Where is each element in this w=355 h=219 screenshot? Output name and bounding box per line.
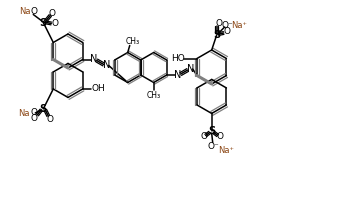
Text: O: O bbox=[49, 9, 56, 18]
Text: CH₃: CH₃ bbox=[126, 37, 140, 46]
Text: Na: Na bbox=[20, 7, 31, 16]
Text: HO: HO bbox=[171, 54, 185, 63]
Text: O: O bbox=[200, 132, 207, 141]
Text: Na: Na bbox=[18, 110, 30, 118]
Text: O: O bbox=[31, 115, 38, 124]
Text: O: O bbox=[31, 7, 38, 16]
Text: O: O bbox=[47, 115, 54, 124]
Text: O: O bbox=[223, 28, 230, 37]
Text: N: N bbox=[90, 55, 97, 65]
Text: O⁻: O⁻ bbox=[222, 21, 234, 30]
Text: S: S bbox=[40, 18, 47, 28]
Text: N: N bbox=[174, 70, 181, 80]
Text: O: O bbox=[216, 132, 223, 141]
Text: CH₃: CH₃ bbox=[147, 91, 161, 100]
Text: S: S bbox=[208, 126, 215, 136]
Text: Na⁺: Na⁺ bbox=[231, 21, 247, 30]
Text: O⁻: O⁻ bbox=[208, 142, 220, 151]
Text: N: N bbox=[187, 64, 195, 74]
Text: OH: OH bbox=[92, 85, 105, 94]
Text: S: S bbox=[213, 30, 220, 40]
Text: O: O bbox=[31, 108, 38, 117]
Text: O: O bbox=[215, 18, 222, 28]
Text: N: N bbox=[103, 60, 110, 71]
Text: S: S bbox=[40, 104, 47, 114]
Text: O: O bbox=[52, 19, 59, 28]
Text: Na⁺: Na⁺ bbox=[218, 146, 234, 155]
